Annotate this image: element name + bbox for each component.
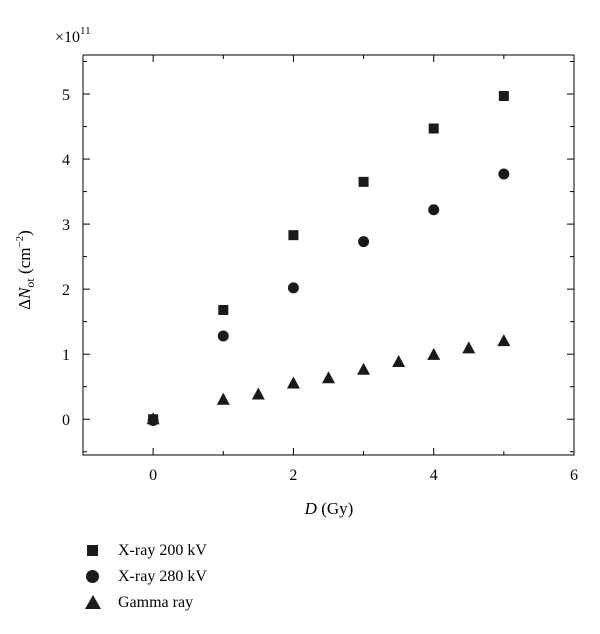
legend-label: X-ray 280 kV: [118, 568, 207, 585]
point-gamma-ray: [146, 412, 160, 425]
point-xray-280kv: [358, 236, 370, 248]
legend-label: X-ray 200 kV: [118, 542, 207, 559]
point-xray-280kv: [287, 282, 299, 294]
y-multiplier: ×1011: [55, 25, 91, 46]
square-marker-icon: [82, 540, 104, 562]
point-gamma-ray: [286, 376, 300, 389]
y-axis-label: ΔNot (cm−2): [14, 230, 37, 310]
x-axis-label: D (Gy): [304, 499, 354, 518]
point-gamma-ray: [427, 347, 441, 360]
point-xray-200kv: [288, 230, 299, 241]
point-xray-280kv: [428, 204, 440, 216]
point-xray-200kv: [498, 90, 509, 101]
legend-item-gamma-ray: Gamma ray: [82, 590, 207, 616]
point-gamma-ray: [462, 341, 476, 354]
point-gamma-ray: [357, 362, 371, 375]
x-tick-label: 0: [149, 467, 157, 484]
x-tick-label: 2: [289, 467, 297, 484]
point-gamma-ray: [322, 371, 335, 384]
tick-labels: 0 2 4 6 0 1 2 3 4 5: [62, 87, 578, 484]
legend-item-xray-280kv: X-ray 280 kV: [82, 564, 207, 590]
point-xray-280kv: [498, 168, 510, 180]
data-points: [146, 90, 511, 427]
plot-axes: [82, 54, 575, 456]
y-tick-label: 4: [62, 152, 70, 169]
y-tick-label: 0: [62, 412, 70, 429]
x-tick-label: 4: [430, 467, 438, 484]
y-tick-label: 3: [62, 217, 70, 234]
point-gamma-ray: [392, 354, 406, 367]
y-tick-label: 2: [62, 282, 70, 299]
circle-marker-icon: [82, 566, 104, 588]
point-xray-280kv: [217, 330, 229, 342]
x-tick-label: 6: [570, 467, 578, 484]
y-tick-label: 5: [62, 87, 70, 104]
y-tick-label: 1: [62, 347, 70, 364]
point-xray-200kv: [218, 304, 229, 315]
legend: X-ray 200 kV X-ray 280 kV Gamma ray: [82, 538, 207, 616]
point-xray-200kv: [358, 176, 369, 187]
legend-item-xray-200kv: X-ray 200 kV: [82, 538, 207, 564]
legend-label: Gamma ray: [118, 594, 194, 611]
point-gamma-ray: [216, 392, 230, 405]
point-gamma-ray: [497, 334, 511, 347]
point-gamma-ray: [251, 387, 265, 400]
triangle-marker-icon: [82, 592, 104, 614]
point-xray-200kv: [428, 123, 439, 134]
plot-frame: [82, 54, 575, 456]
